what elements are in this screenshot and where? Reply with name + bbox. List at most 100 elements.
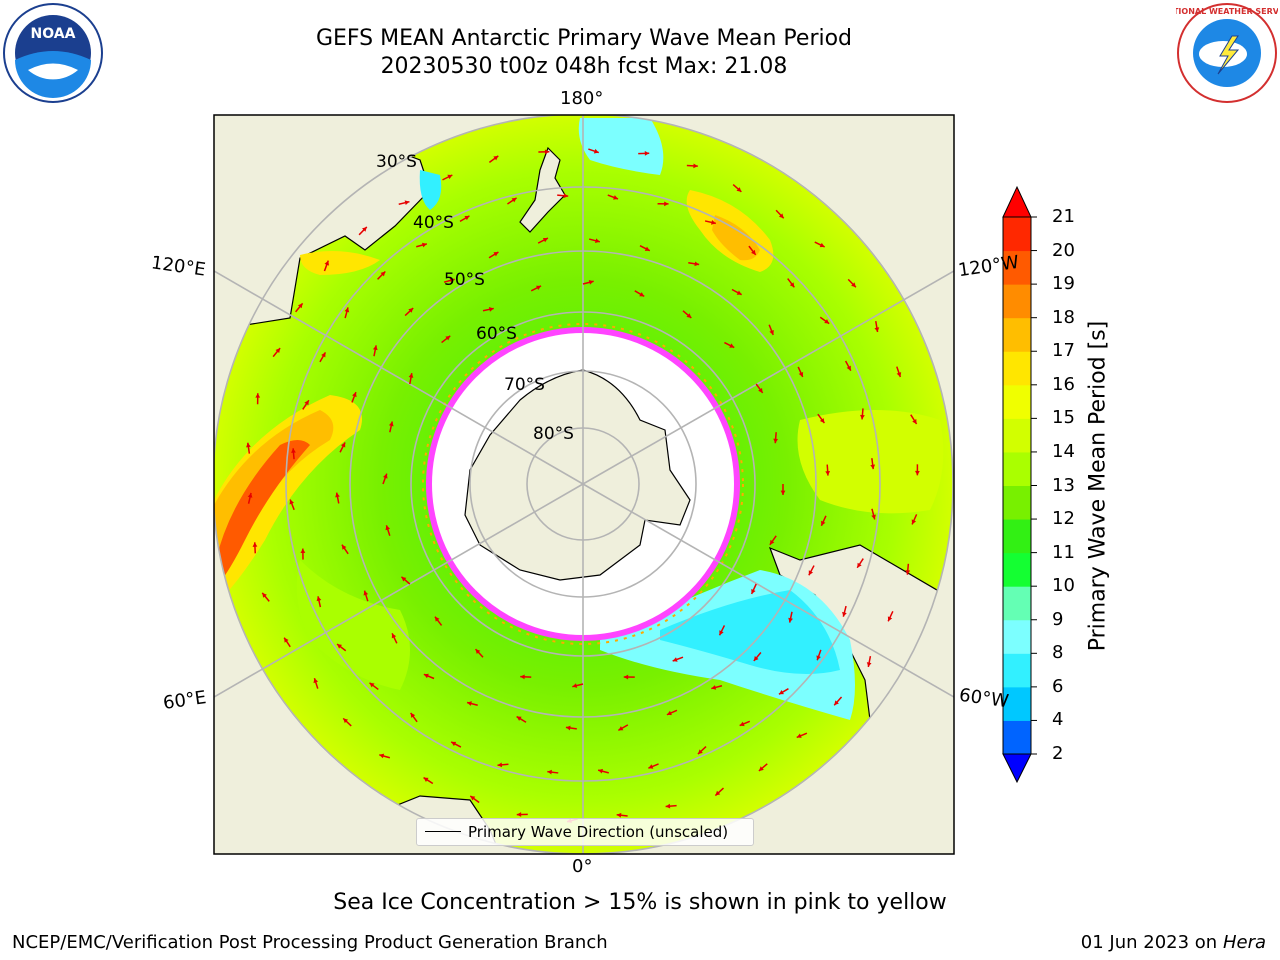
wave-arrow-head: [335, 492, 340, 498]
lat-label-80s: 80°S: [533, 424, 574, 444]
wave-arrow-head: [547, 769, 552, 775]
wave-arrow-head: [262, 592, 267, 598]
wave-arrow-head: [874, 327, 880, 333]
wave-arrow-head: [588, 280, 594, 285]
wave-arrow-head: [467, 701, 472, 706]
antarctica: [464, 369, 691, 581]
wave-arrow-head: [410, 712, 416, 718]
colorbar-tick-label: 4: [1052, 709, 1064, 731]
colorbar-tick-label: 12: [1052, 508, 1075, 530]
wave-arrow-head: [421, 242, 427, 248]
lon-label-0: 0°: [572, 856, 593, 877]
colorbar-band: [1003, 519, 1031, 554]
colorbar-tick-label: 18: [1052, 306, 1075, 328]
footer-date-text: 01 Jun 2023 on: [1080, 932, 1218, 953]
wave-arrow-head: [337, 644, 342, 649]
wave-arrow-head: [572, 683, 578, 688]
wave-arrow-head: [449, 278, 455, 283]
wave-arrow-head: [536, 285, 542, 290]
wave-arrow-head: [255, 393, 261, 398]
wave-arrow-head: [860, 414, 865, 420]
wave-arrow-head: [834, 700, 839, 706]
colorbar-band: [1003, 552, 1031, 587]
wave-arrow-head: [914, 470, 920, 476]
wave-arrow-head: [565, 725, 571, 731]
wave-arrow-head: [778, 213, 784, 219]
forecast-info: 20230530 t00z 048h fcst Max: 21.08: [380, 54, 788, 79]
colorbar-tick-label: 11: [1052, 541, 1075, 563]
wave-arrow-head: [697, 749, 703, 755]
colorbar-tick-label: 19: [1052, 273, 1075, 295]
wave-arrow-head: [470, 795, 476, 801]
wave-arrow-head: [563, 193, 569, 199]
wave-arrow-head: [598, 768, 603, 774]
wave-arrow-head: [372, 345, 378, 351]
colorbar-tick-label: 10: [1052, 575, 1075, 597]
wave-arrow-head: [388, 421, 394, 427]
wave-arrow-head: [246, 442, 251, 448]
wave-arrow-head: [593, 148, 599, 154]
wave-arrow-head: [516, 716, 522, 721]
wave-arrow-head: [340, 442, 346, 448]
colorbar-band: [1003, 586, 1031, 621]
wave-arrow-head: [711, 685, 717, 690]
wave-arrow-head: [648, 764, 654, 769]
colorbar-band: [1003, 485, 1031, 520]
colorbar-tick-label: 14: [1052, 440, 1075, 462]
lat-label-70s: 70°S: [504, 375, 545, 395]
wave-arrow-head: [475, 649, 481, 654]
colorbar-band: [1003, 351, 1031, 386]
wave-arrow-head: [905, 570, 911, 575]
colorbar-tick-label: 8: [1052, 642, 1064, 664]
wave-arrow-head: [639, 292, 645, 297]
wave-arrow-head: [542, 237, 548, 243]
wave-arrow-head: [773, 438, 779, 444]
colorbar-band: [1003, 619, 1031, 654]
wave-arrow-head: [857, 562, 862, 568]
wave-arrow-head: [369, 682, 375, 688]
wave-arrow-head: [866, 662, 872, 667]
wave-arrow-head: [316, 596, 322, 602]
footer-host: Hera: [1222, 932, 1266, 953]
wave-arrow-head: [769, 329, 774, 335]
colorbar-tick-label: 2: [1052, 743, 1064, 764]
wave-arrow-head: [851, 282, 856, 288]
footer-organization: NCEP/EMC/Verification Post Processing Pr…: [12, 932, 608, 953]
wave-arrow-head: [341, 544, 347, 550]
colorbar: [1002, 185, 1037, 784]
wave-arrow-head: [711, 220, 716, 225]
colorbar-band: [1003, 653, 1031, 688]
wave-arrow-head: [623, 674, 629, 680]
wave-arrow-head: [798, 371, 804, 377]
wave-arrow-head: [408, 373, 414, 378]
wave-arrow-head: [644, 246, 650, 251]
colorbar-band: [1003, 418, 1031, 453]
wave-arrow-head: [289, 499, 295, 505]
noaa-logo-text: NOAA: [31, 26, 76, 42]
colorbar-tick-label: 20: [1052, 239, 1075, 261]
wave-arrow-head: [778, 689, 784, 695]
wave-arrow-head: [896, 372, 902, 378]
wave-arrow-head: [887, 616, 893, 622]
noaa-logo-icon: NOAA: [3, 3, 103, 103]
wave-arrow-head: [383, 473, 388, 479]
wave-arrow-head: [352, 392, 357, 398]
wave-arrow-head: [516, 812, 522, 817]
map-title: GEFS MEAN Antarctic Primary Wave Mean Pe…: [315, 26, 853, 51]
wave-arrow-head: [911, 519, 917, 525]
wave-arrow-head: [715, 790, 721, 796]
wave-arrow-head: [391, 633, 397, 639]
wave-arrow-head: [819, 242, 825, 248]
wave-arrow-head: [464, 215, 470, 221]
wave-arrow-head: [616, 812, 622, 818]
wave-arrow-head: [644, 150, 650, 156]
wave-arrow-head: [808, 570, 814, 576]
colorbar-tick-label: 16: [1052, 373, 1075, 395]
colorbar-band: [1003, 384, 1031, 419]
wave-arrow-head: [451, 741, 457, 747]
wave-arrow-head: [544, 149, 550, 155]
colorbar-tick-label: 17: [1052, 340, 1075, 362]
legend-line-sample: [425, 831, 461, 832]
colorbar-band: [1003, 317, 1031, 352]
wave-arrow-head: [751, 588, 756, 594]
